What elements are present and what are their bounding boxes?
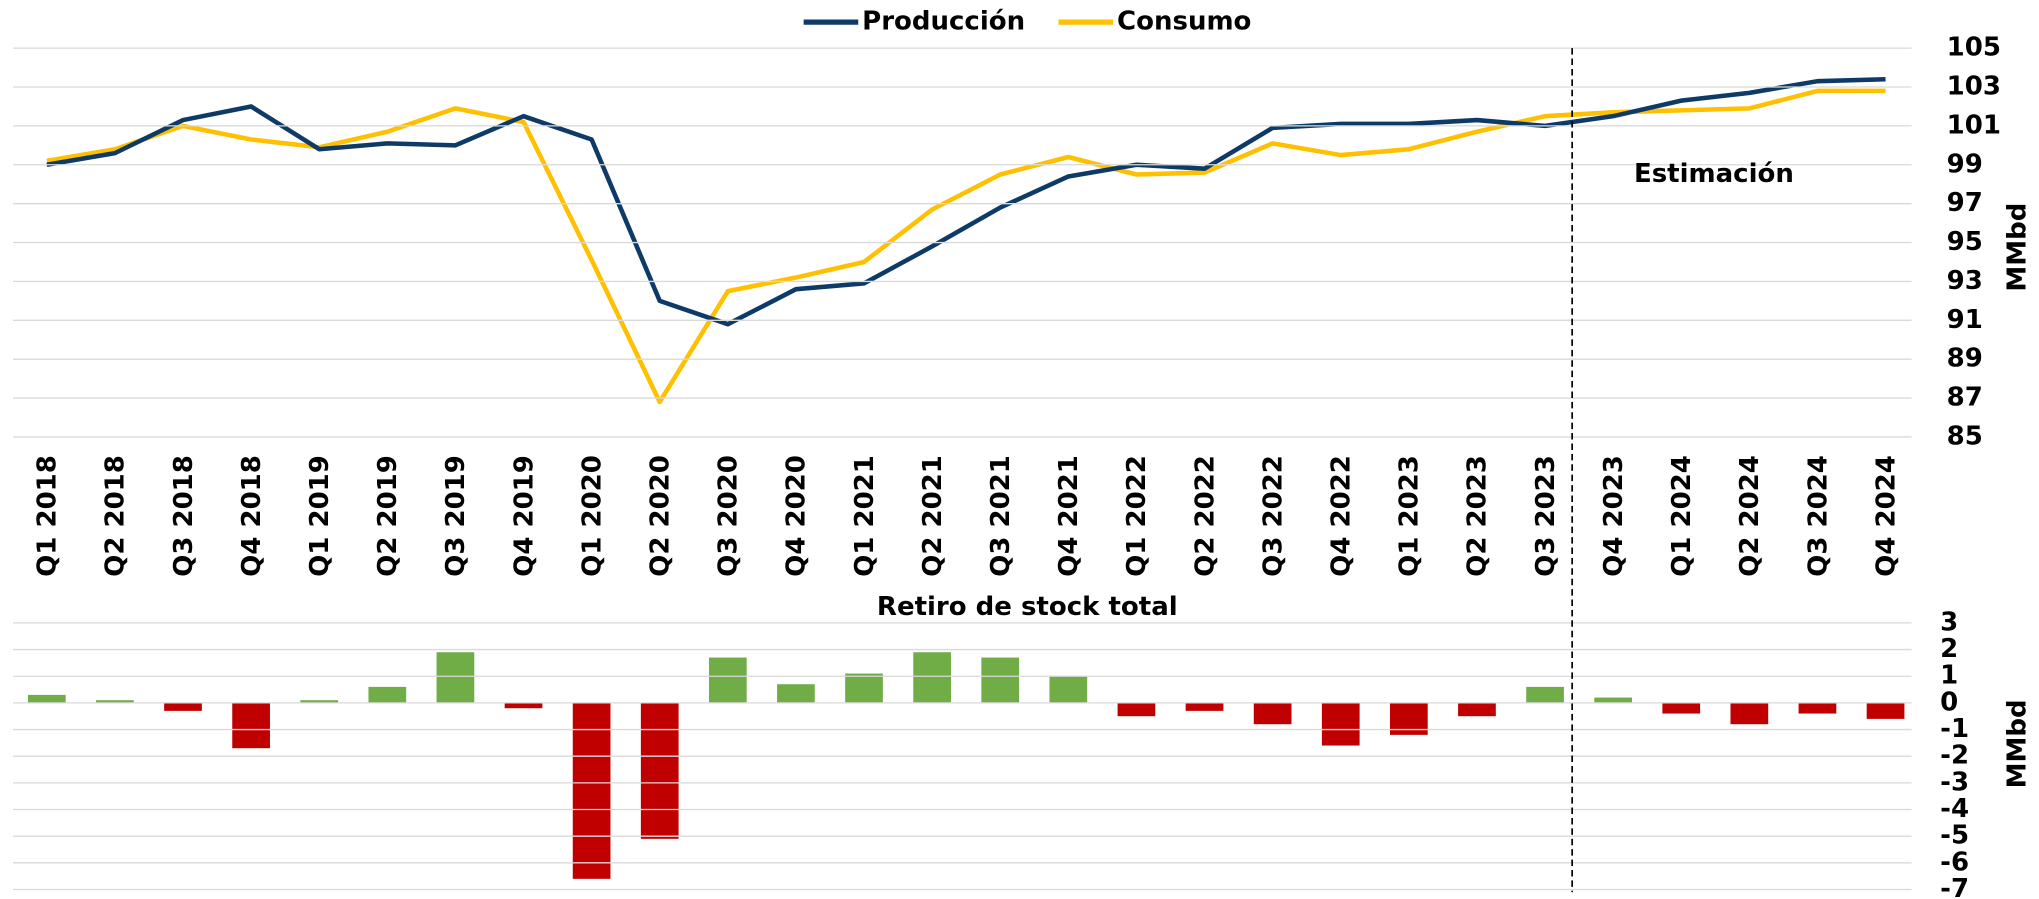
x-tick-label: Q1 2021 bbox=[850, 455, 880, 577]
y-tick-label: 91 bbox=[1947, 305, 1983, 335]
bar bbox=[708, 657, 747, 703]
bar bbox=[1253, 702, 1292, 725]
x-tick-label: Q3 2023 bbox=[1531, 455, 1561, 577]
y-tick-label: -5 bbox=[1940, 821, 1969, 851]
x-tick-label: Q4 2021 bbox=[1054, 455, 1084, 577]
y-tick-label: -7 bbox=[1940, 874, 1969, 899]
bar bbox=[1049, 676, 1088, 703]
bar bbox=[1798, 702, 1837, 714]
bar bbox=[1730, 702, 1769, 725]
bar bbox=[572, 702, 611, 879]
y-tick-label: -2 bbox=[1940, 741, 1969, 771]
y-tick-label: 99 bbox=[1947, 149, 1983, 179]
y-tick-label: 87 bbox=[1947, 383, 1983, 413]
y-tick-label: 85 bbox=[1947, 421, 1983, 451]
x-tick-label: Q2 2018 bbox=[101, 455, 131, 577]
y-tick-label: 3 bbox=[1940, 607, 1958, 637]
bar bbox=[1594, 697, 1633, 703]
x-tick-label: Q4 2023 bbox=[1599, 455, 1629, 577]
legend-label: Producción bbox=[862, 7, 1025, 37]
bar bbox=[1662, 702, 1701, 714]
x-tick-label: Q1 2024 bbox=[1667, 455, 1697, 577]
x-tick-label: Q2 2020 bbox=[646, 455, 676, 577]
bar bbox=[368, 686, 407, 703]
x-tick-label: Q1 2019 bbox=[305, 455, 335, 577]
x-tick-label: Q3 2022 bbox=[1258, 455, 1288, 577]
x-tick-label: Q4 2019 bbox=[509, 455, 539, 577]
x-tick-label: Q2 2024 bbox=[1735, 455, 1765, 577]
x-tick-label: Q2 2023 bbox=[1463, 455, 1493, 577]
x-tick-label: Q2 2021 bbox=[918, 455, 948, 577]
y-tick-label: 93 bbox=[1947, 266, 1983, 296]
x-tick-label: Q1 2023 bbox=[1395, 455, 1425, 577]
data-line bbox=[46, 76, 1886, 327]
y-tick-label: 103 bbox=[1947, 72, 2001, 102]
bar bbox=[1526, 686, 1564, 703]
x-tick-label: Q2 2019 bbox=[373, 455, 403, 577]
y-axis-label: MMbd bbox=[2003, 203, 2033, 292]
y-tick-label: -3 bbox=[1940, 767, 1969, 797]
bar bbox=[1117, 702, 1156, 717]
bar bbox=[777, 684, 815, 703]
y-axis-label: MMbd bbox=[2003, 699, 2033, 788]
data-line bbox=[46, 88, 1886, 405]
x-tick-label: Q1 2018 bbox=[33, 455, 63, 577]
bar bbox=[1321, 702, 1360, 746]
x-tick-label: Q4 2022 bbox=[1327, 455, 1357, 577]
bar bbox=[981, 657, 1020, 703]
y-tick-label: 1 bbox=[1940, 661, 1958, 691]
x-tick-label: Q2 2022 bbox=[1190, 455, 1220, 577]
bar-chart-title: Retiro de stock total bbox=[877, 592, 1178, 622]
y-tick-label: 2 bbox=[1940, 634, 1958, 664]
x-tick-label: Q4 2024 bbox=[1871, 455, 1901, 577]
y-tick-label: 101 bbox=[1947, 110, 2001, 140]
bar bbox=[1185, 702, 1224, 711]
x-tick-label: Q4 2020 bbox=[782, 455, 812, 577]
y-tick-label: 0 bbox=[1940, 687, 1958, 717]
x-tick-label: Q4 2018 bbox=[237, 455, 267, 577]
x-tick-label: Q1 2022 bbox=[1122, 455, 1152, 577]
y-tick-label: 105 bbox=[1947, 33, 2001, 63]
bar bbox=[1866, 702, 1905, 719]
x-tick-label: Q3 2020 bbox=[714, 455, 744, 577]
bar bbox=[845, 673, 883, 703]
bar bbox=[504, 702, 543, 709]
bar bbox=[164, 702, 202, 711]
y-tick-label: 89 bbox=[1947, 344, 1983, 374]
bar bbox=[232, 702, 270, 749]
x-tick-label: Q3 2019 bbox=[441, 455, 471, 577]
legend-label: Consumo bbox=[1117, 7, 1251, 37]
y-tick-label: -1 bbox=[1940, 714, 1969, 744]
x-tick-label: Q3 2021 bbox=[986, 455, 1016, 577]
bar bbox=[913, 652, 951, 703]
bar bbox=[27, 694, 66, 703]
bar bbox=[640, 702, 679, 839]
y-tick-label: 95 bbox=[1947, 227, 1983, 257]
bar bbox=[1458, 702, 1496, 717]
y-tick-label: -6 bbox=[1940, 847, 1969, 877]
x-tick-label: Q1 2020 bbox=[577, 455, 607, 577]
annotation: Estimación bbox=[1634, 159, 1794, 189]
bar bbox=[96, 700, 134, 703]
y-tick-label: 97 bbox=[1947, 188, 1983, 218]
x-tick-label: Q3 2024 bbox=[1803, 455, 1833, 577]
x-tick-label: Q3 2018 bbox=[169, 455, 199, 577]
bar bbox=[300, 700, 339, 703]
bar bbox=[436, 652, 475, 703]
y-tick-label: -4 bbox=[1940, 794, 1969, 824]
